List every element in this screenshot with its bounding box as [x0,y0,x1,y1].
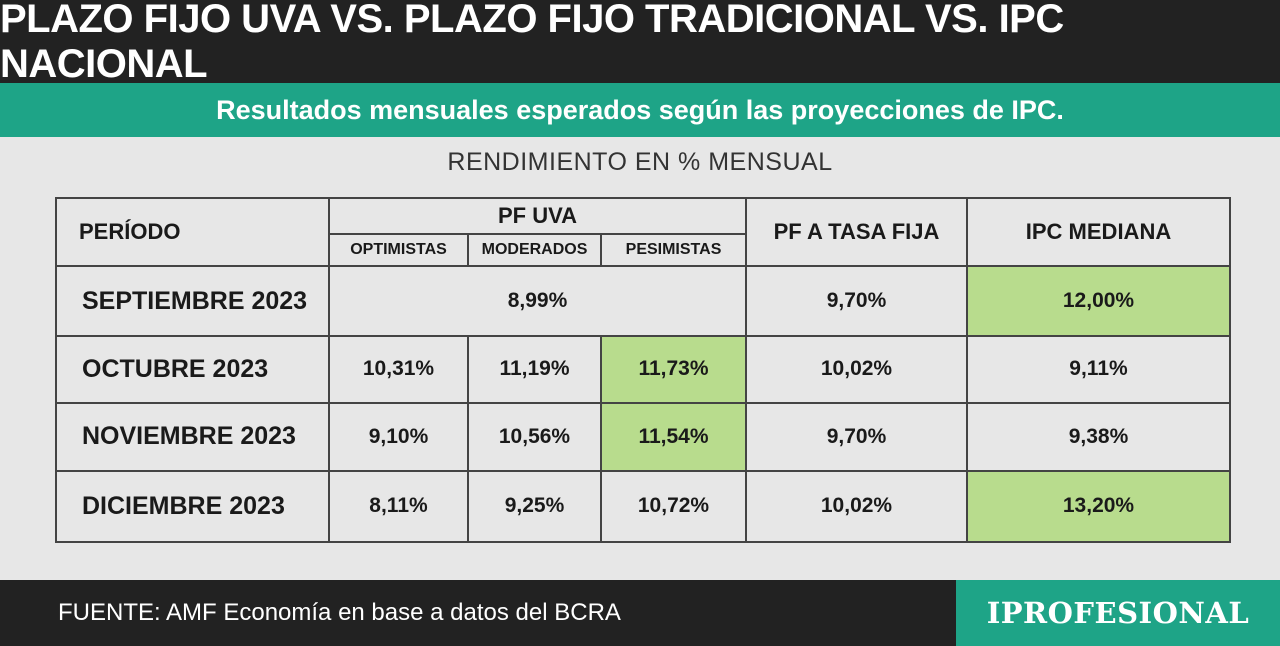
brand-logo: IPROFESIONAL [956,580,1280,646]
page-title: PLAZO FIJO UVA VS. PLAZO FIJO TRADICIONA… [0,0,1280,86]
header-pesimistas: PESIMISTAS [600,233,747,268]
cell-pf-uva-moderados: 11,19% [467,334,602,405]
cell-pf-uva-moderados: 9,25% [467,469,602,544]
header-ipc-mediana: IPC MEDIANA [966,196,1231,268]
table-row: SEPTIEMBRE 2023 8,99% 9,70% 12,00% [55,265,1231,337]
cell-pf-tasa-fija: 9,70% [745,402,968,472]
unit-label: RENDIMIENTO EN % MENSUAL [447,148,833,176]
row-period-label: SEPTIEMBRE 2023 [55,265,330,337]
table-row: OCTUBRE 2023 10,31% 11,19% 11,73% 10,02% 9,11… [55,334,1231,405]
cell-pf-uva-pesimistas: 10,72% [600,469,747,544]
data-table: PERÍODO PF UVA PF A TASA FIJA IPC MEDIAN… [55,196,1231,544]
header-pf-uva: PF UVA [328,196,747,236]
cell-pf-uva-moderados: 10,56% [467,402,602,472]
source-footer: FUENTE: AMF Economía en base a datos del… [0,580,956,646]
table-row: NOVIEMBRE 2023 9,10% 10,56% 11,54% 9,70% 9,38… [55,402,1231,472]
cell-pf-uva-pesimistas: 11,54% [600,402,747,472]
row-period-label: OCTUBRE 2023 [55,334,330,405]
cell-ipc-mediana: 12,00% [966,265,1231,337]
cell-ipc-mediana: 9,38% [966,402,1231,472]
page-subtitle: Resultados mensuales esperados según las… [0,83,1280,137]
header-period: PERÍODO [55,196,330,268]
cell-pf-tasa-fija: 10,02% [745,469,968,544]
cell-ipc-mediana: 9,11% [966,334,1231,405]
cell-pf-uva-pesimistas: 11,73% [600,334,747,405]
cell-pf-uva-optimistas: 8,11% [328,469,469,544]
header-optimistas: OPTIMISTAS [328,233,469,268]
table-row: DICIEMBRE 2023 8,11% 9,25% 10,72% 10,02% 13,2… [55,469,1231,544]
cell-pf-uva-optimistas: 9,10% [328,402,469,472]
header-moderados: MODERADOS [467,233,602,268]
cell-pf-uva-optimistas: 10,31% [328,334,469,405]
row-period-label: DICIEMBRE 2023 [55,469,330,544]
cell-pf-tasa-fija: 9,70% [745,265,968,337]
header-pf-tasa-fija: PF A TASA FIJA [745,196,968,268]
row-period-label: NOVIEMBRE 2023 [55,402,330,472]
cell-pf-uva-merged: 8,99% [328,265,747,337]
cell-pf-tasa-fija: 10,02% [745,334,968,405]
cell-ipc-mediana: 13,20% [966,469,1231,544]
